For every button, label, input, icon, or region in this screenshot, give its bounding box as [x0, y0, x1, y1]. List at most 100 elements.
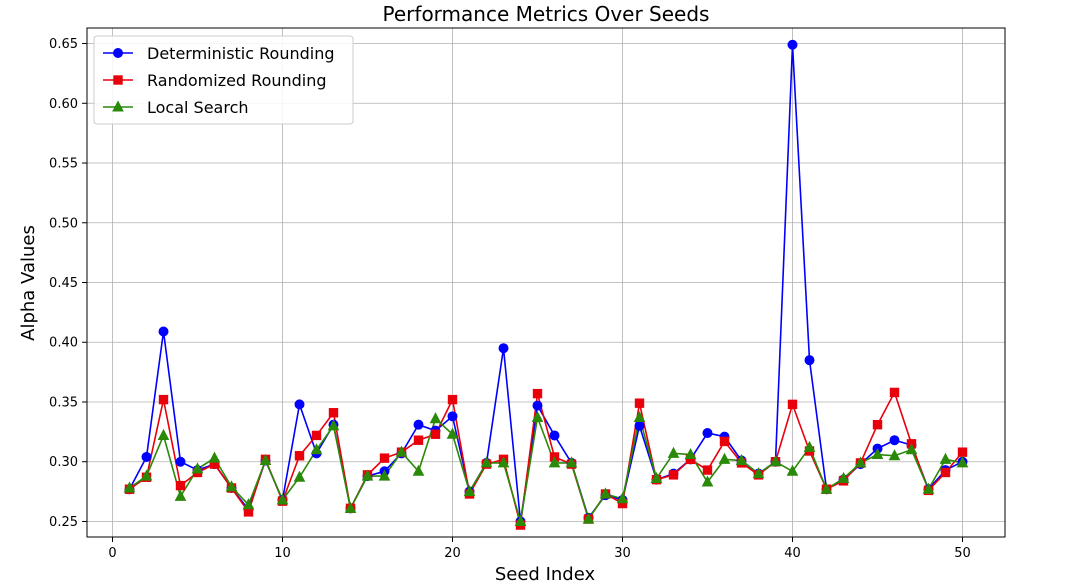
data-point: [634, 420, 645, 431]
data-point: [327, 419, 340, 431]
data-point: [497, 456, 510, 468]
data-point: [123, 481, 136, 493]
data-point: [430, 429, 441, 439]
series-line-1: [129, 390, 964, 526]
data-point: [940, 467, 951, 478]
data-point: [259, 453, 272, 466]
data-point: [378, 469, 391, 481]
data-point: [787, 39, 798, 50]
legend-marker: [112, 100, 124, 112]
data-point: [446, 427, 459, 439]
legend-item: Randomized Rounding: [103, 71, 327, 90]
data-point: [429, 412, 442, 424]
data-point: [447, 394, 458, 405]
data-point: [175, 456, 186, 467]
legend-label: Local Search: [147, 98, 249, 117]
data-point: [888, 449, 901, 461]
data-point: [514, 514, 527, 526]
data-point: [480, 456, 493, 468]
data-point: [310, 443, 323, 455]
legend-marker: [113, 75, 123, 85]
data-point: [225, 480, 238, 492]
data-point: [294, 399, 305, 410]
data-point: [549, 430, 560, 441]
legend-marker: [113, 48, 123, 58]
data-point: [395, 445, 408, 457]
legend-label: Deterministic Rounding: [147, 44, 335, 63]
data-point: [939, 452, 952, 464]
y-tick-label: 0.40: [49, 336, 78, 351]
data-point: [328, 408, 339, 418]
data-point: [294, 451, 305, 461]
data-point: [379, 453, 390, 463]
data-point: [158, 394, 169, 405]
series-line-2: [129, 414, 963, 522]
data-point: [702, 428, 713, 439]
data-point: [684, 447, 697, 460]
data-point: [735, 453, 748, 466]
data-point: [463, 485, 476, 497]
data-point: [498, 343, 509, 354]
series-lines: [128, 44, 964, 526]
data-point: [701, 475, 714, 487]
data-point: [668, 470, 679, 480]
data-point: [922, 482, 935, 494]
y-tick-label: 0.65: [49, 37, 78, 52]
data-point: [548, 456, 561, 468]
y-tick-label: 0.55: [49, 157, 78, 172]
data-point: [158, 326, 169, 337]
data-point: [191, 462, 204, 474]
legend-label: Randomized Rounding: [147, 71, 327, 90]
data-point: [412, 464, 425, 476]
data-point: [634, 398, 645, 408]
data-point: [702, 465, 713, 475]
data-point: [140, 469, 153, 481]
data-point: [293, 470, 306, 482]
legend-box: [93, 35, 354, 125]
data-point: [837, 471, 850, 483]
x-tick-label: 30: [614, 546, 631, 561]
data-point: [905, 443, 918, 455]
data-point: [804, 355, 815, 366]
legend: Deterministic Rounding Randomized Roundin…: [93, 35, 354, 125]
data-point: [889, 435, 900, 446]
data-point: [956, 456, 969, 468]
data-point: [175, 480, 186, 491]
data-point: [532, 400, 543, 411]
data-point: [361, 469, 374, 481]
legend-item: Deterministic Rounding: [103, 44, 335, 63]
data-point: [582, 512, 595, 524]
data-point: [616, 492, 629, 504]
data-point: [447, 411, 458, 422]
data-point: [871, 447, 884, 460]
data-point: [413, 435, 424, 445]
data-point: [769, 455, 782, 467]
data-point: [174, 489, 187, 501]
data-point: [344, 501, 357, 513]
x-tick-label: 20: [444, 546, 461, 561]
y-axis-ticks: 0.25 0.30 0.35 0.40 0.45 0.50 0.55 0.60 0.65: [49, 37, 87, 530]
series-markers-2: [123, 410, 969, 526]
x-axis-label: Seed Index: [495, 564, 596, 585]
data-point: [311, 430, 322, 441]
y-tick-label: 0.50: [49, 216, 78, 231]
y-tick-label: 0.45: [49, 276, 78, 291]
x-tick-label: 10: [274, 546, 291, 561]
data-point: [599, 487, 612, 499]
data-point: [531, 410, 544, 423]
data-point: [854, 456, 867, 468]
y-tick-label: 0.60: [49, 97, 78, 112]
data-point: [667, 446, 680, 458]
data-point: [208, 451, 221, 463]
x-tick-label: 50: [954, 546, 971, 561]
data-point: [242, 498, 255, 510]
chart-title: Performance Metrics Over Seeds: [383, 2, 710, 26]
data-point: [718, 452, 731, 464]
data-point: [650, 471, 663, 483]
x-tick-label: 0: [108, 546, 116, 561]
data-point: [413, 419, 424, 430]
y-tick-label: 0.30: [49, 455, 78, 470]
y-tick-label: 0.35: [49, 395, 78, 410]
y-axis-label: Alpha Values: [18, 225, 39, 341]
y-tick-label: 0.25: [49, 515, 78, 530]
